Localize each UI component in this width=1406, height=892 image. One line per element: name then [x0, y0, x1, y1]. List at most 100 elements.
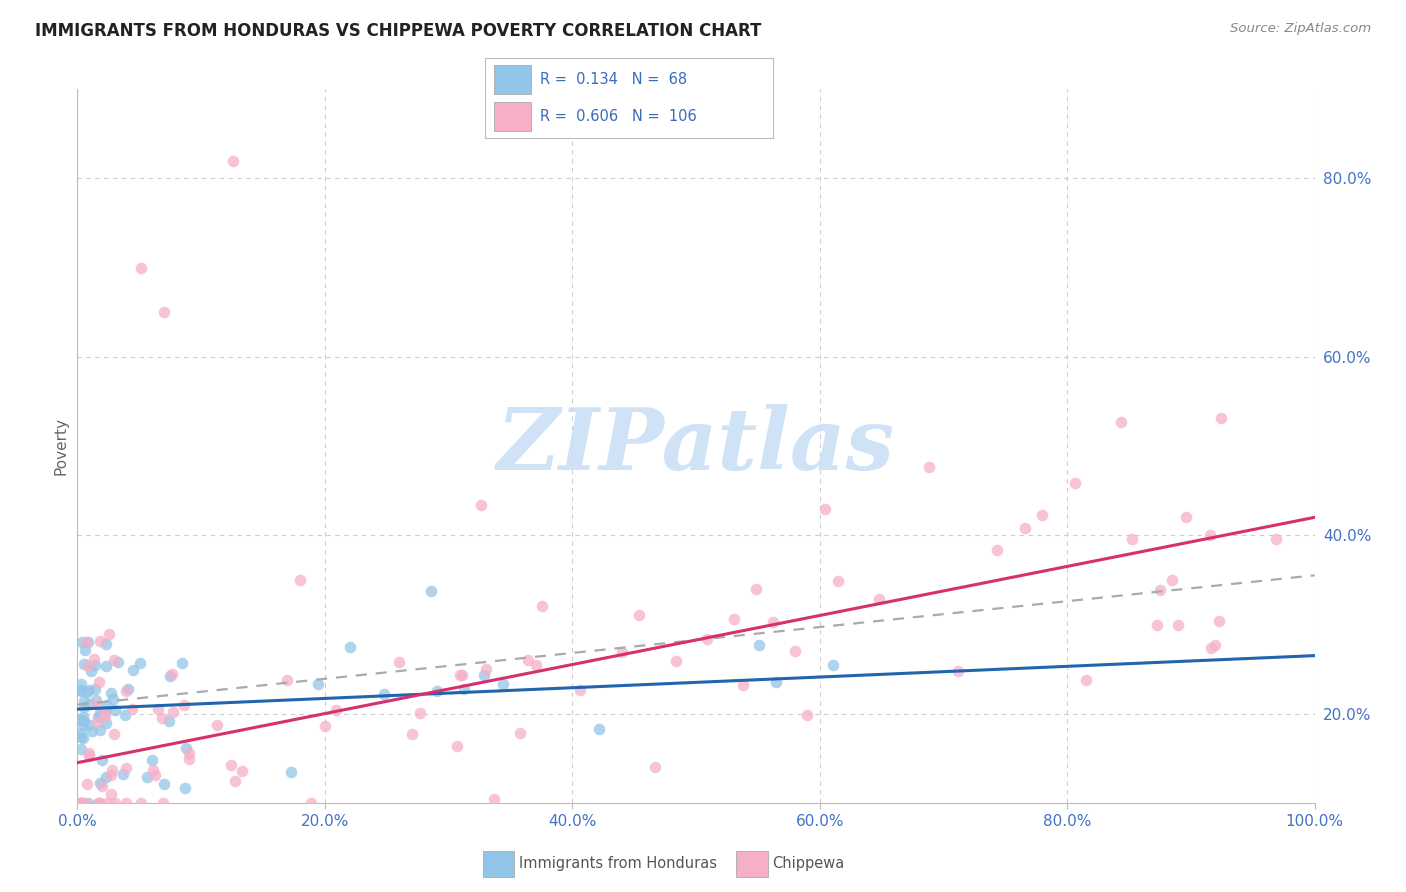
Point: [128, 656, 150, 670]
Point: [84, 658, 107, 673]
Point: [160, 666, 183, 681]
Point: [918, 459, 941, 474]
Point: [288, 573, 311, 587]
Point: [610, 646, 633, 660]
Point: [80, 664, 103, 678]
Point: [1199, 641, 1222, 656]
Point: [569, 682, 592, 697]
Point: [814, 501, 837, 516]
Point: [588, 722, 610, 736]
Point: [77, 796, 100, 810]
Point: [401, 726, 423, 740]
Point: [70, 796, 93, 810]
Point: [129, 260, 152, 275]
Point: [89, 723, 111, 737]
Point: [84, 693, 107, 707]
Point: [1074, 673, 1097, 687]
Point: [314, 719, 336, 733]
Text: ZIPatlas: ZIPatlas: [496, 404, 896, 488]
Text: IMMIGRANTS FROM HONDURAS VS CHIPPEWA POVERTY CORRELATION CHART: IMMIGRANTS FROM HONDURAS VS CHIPPEWA POV…: [35, 22, 762, 40]
Point: [509, 726, 531, 740]
Point: [475, 662, 498, 676]
Point: [83, 682, 105, 697]
Point: [77, 635, 100, 649]
Point: [72, 718, 94, 732]
Point: [451, 668, 474, 682]
Point: [388, 655, 411, 669]
Point: [142, 763, 165, 777]
Text: R =  0.606   N =  106: R = 0.606 N = 106: [540, 109, 696, 124]
Point: [1211, 411, 1233, 425]
Point: [107, 655, 129, 669]
Point: [73, 796, 96, 810]
Point: [179, 747, 201, 761]
Point: [100, 686, 122, 700]
Point: [100, 787, 122, 801]
Point: [76, 659, 98, 673]
Point: [70, 684, 93, 698]
Point: [517, 653, 540, 667]
Point: [87, 796, 110, 810]
Point: [174, 780, 197, 795]
Point: [70, 677, 93, 691]
Bar: [484, 851, 515, 877]
Point: [104, 704, 127, 718]
Point: [1146, 618, 1168, 632]
Point: [76, 777, 98, 791]
Point: [77, 718, 100, 732]
Point: [103, 653, 125, 667]
Point: [1064, 476, 1087, 491]
Text: Immigrants from Honduras: Immigrants from Honduras: [519, 855, 717, 871]
Point: [173, 698, 195, 712]
Point: [153, 777, 176, 791]
Point: [69, 796, 91, 810]
Point: [94, 715, 117, 730]
Point: [136, 770, 159, 784]
Point: [174, 741, 197, 756]
Point: [1031, 508, 1053, 523]
Point: [1198, 528, 1220, 542]
Point: [89, 776, 111, 790]
Point: [762, 615, 785, 630]
Point: [796, 707, 818, 722]
Point: [470, 498, 492, 512]
Point: [765, 675, 787, 690]
Point: [72, 700, 94, 714]
Point: [179, 752, 201, 766]
Point: [103, 796, 125, 810]
Point: [1204, 638, 1226, 652]
Point: [101, 763, 124, 777]
Point: [1121, 533, 1143, 547]
Point: [72, 714, 94, 729]
Point: [148, 702, 170, 716]
Point: [114, 707, 136, 722]
Point: [1208, 615, 1230, 629]
Y-axis label: Poverty: Poverty: [53, 417, 69, 475]
Point: [823, 657, 845, 672]
Point: [103, 727, 125, 741]
Point: [77, 682, 100, 697]
Point: [696, 632, 718, 647]
Point: [530, 599, 553, 613]
Bar: [494, 103, 531, 131]
Point: [307, 677, 329, 691]
Point: [733, 678, 755, 692]
Point: [117, 682, 139, 697]
Point: [94, 659, 117, 673]
Point: [98, 627, 121, 641]
Point: [90, 754, 112, 768]
Point: [83, 652, 105, 666]
Point: [299, 796, 322, 810]
Point: [1149, 583, 1171, 598]
Point: [221, 757, 243, 772]
Point: [115, 796, 138, 810]
Point: [744, 582, 766, 597]
Point: [89, 796, 111, 810]
Point: [157, 714, 180, 728]
Point: [72, 731, 94, 746]
Point: [70, 713, 93, 727]
Point: [70, 796, 93, 810]
Point: [94, 770, 117, 784]
Point: [86, 714, 108, 729]
Point: [77, 697, 100, 711]
